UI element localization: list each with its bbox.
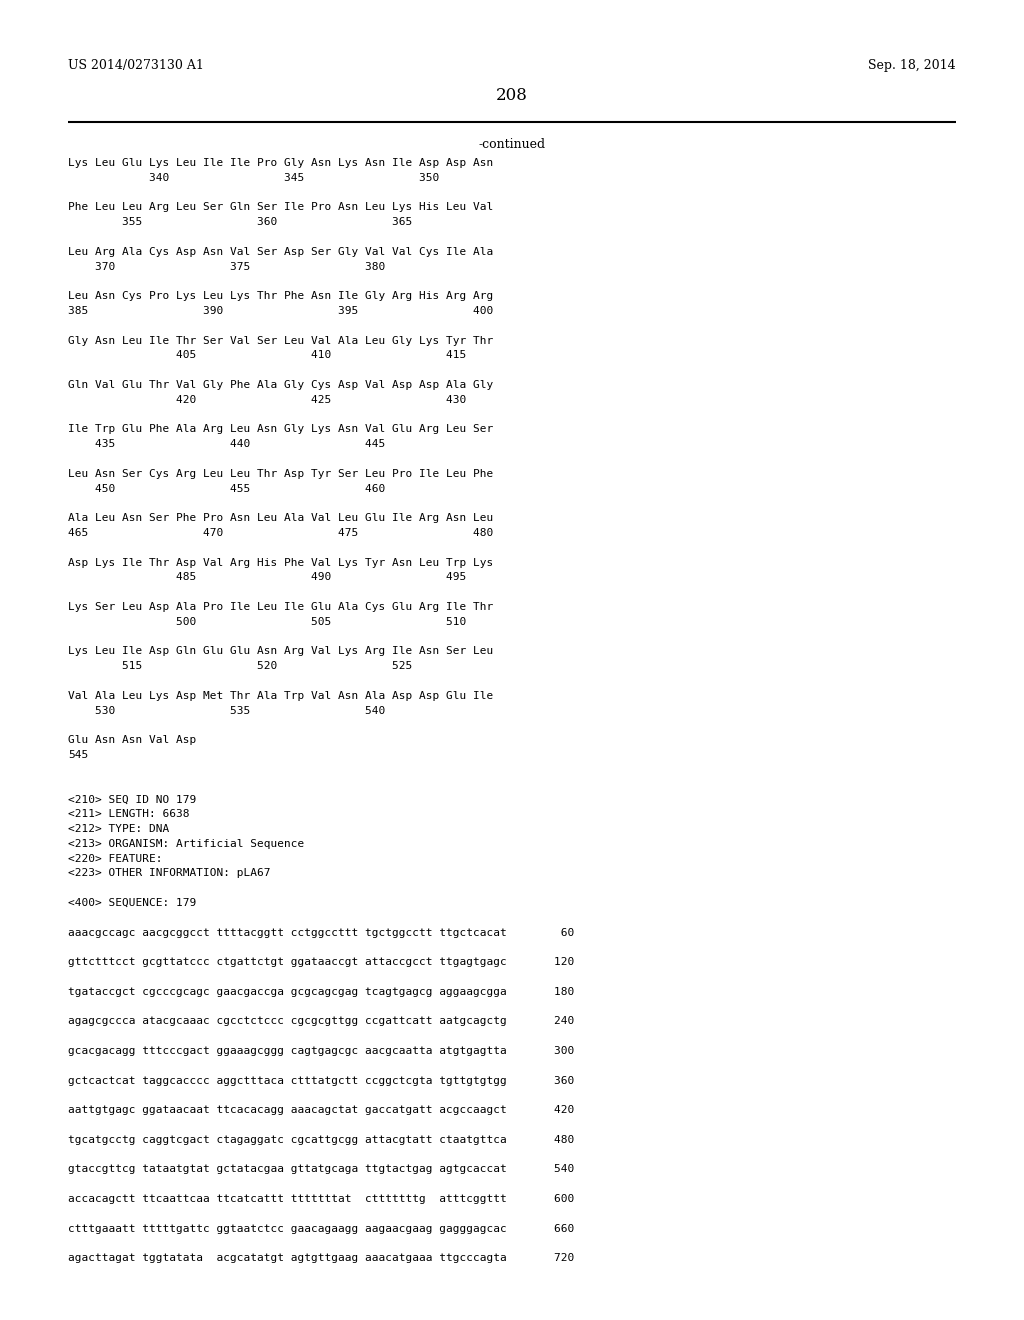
Text: Leu Arg Ala Cys Asp Asn Val Ser Asp Ser Gly Val Val Cys Ile Ala: Leu Arg Ala Cys Asp Asn Val Ser Asp Ser … <box>68 247 494 257</box>
Text: 515                 520                 525: 515 520 525 <box>68 661 413 671</box>
Text: 340                 345                 350: 340 345 350 <box>68 173 439 182</box>
Text: Asp Lys Ile Thr Asp Val Arg His Phe Val Lys Tyr Asn Leu Trp Lys: Asp Lys Ile Thr Asp Val Arg His Phe Val … <box>68 557 494 568</box>
Text: 500                 505                 510: 500 505 510 <box>68 616 466 627</box>
Text: Leu Asn Ser Cys Arg Leu Leu Thr Asp Tyr Ser Leu Pro Ile Leu Phe: Leu Asn Ser Cys Arg Leu Leu Thr Asp Tyr … <box>68 469 494 479</box>
Text: 355                 360                 365: 355 360 365 <box>68 218 413 227</box>
Text: 420                 425                 430: 420 425 430 <box>68 395 466 405</box>
Text: Lys Leu Ile Asp Gln Glu Glu Asn Arg Val Lys Arg Ile Asn Ser Leu: Lys Leu Ile Asp Gln Glu Glu Asn Arg Val … <box>68 647 494 656</box>
Text: aattgtgagc ggataacaat ttcacacagg aaacagctat gaccatgatt acgccaagct       420: aattgtgagc ggataacaat ttcacacagg aaacagc… <box>68 1105 574 1115</box>
Text: Sep. 18, 2014: Sep. 18, 2014 <box>868 58 956 71</box>
Text: -continued: -continued <box>478 139 546 150</box>
Text: Lys Leu Glu Lys Leu Ile Ile Pro Gly Asn Lys Asn Ile Asp Asp Asn: Lys Leu Glu Lys Leu Ile Ile Pro Gly Asn … <box>68 158 494 168</box>
Text: Ala Leu Asn Ser Phe Pro Asn Leu Ala Val Leu Glu Ile Arg Asn Leu: Ala Leu Asn Ser Phe Pro Asn Leu Ala Val … <box>68 513 494 523</box>
Text: gtaccgttcg tataatgtat gctatacgaa gttatgcaga ttgtactgag agtgcaccat       540: gtaccgttcg tataatgtat gctatacgaa gttatgc… <box>68 1164 574 1175</box>
Text: tgcatgcctg caggtcgact ctagaggatc cgcattgcgg attacgtatt ctaatgttca       480: tgcatgcctg caggtcgact ctagaggatc cgcattg… <box>68 1135 574 1144</box>
Text: 208: 208 <box>496 87 528 103</box>
Text: US 2014/0273130 A1: US 2014/0273130 A1 <box>68 58 204 71</box>
Text: agacttagat tggtatata  acgcatatgt agtgttgaag aaacatgaaa ttgcccagta       720: agacttagat tggtatata acgcatatgt agtgttga… <box>68 1253 574 1263</box>
Text: 465                 470                 475                 480: 465 470 475 480 <box>68 528 494 539</box>
Text: Ile Trp Glu Phe Ala Arg Leu Asn Gly Lys Asn Val Glu Arg Leu Ser: Ile Trp Glu Phe Ala Arg Leu Asn Gly Lys … <box>68 425 494 434</box>
Text: <210> SEQ ID NO 179: <210> SEQ ID NO 179 <box>68 795 197 804</box>
Text: 485                 490                 495: 485 490 495 <box>68 573 466 582</box>
Text: Phe Leu Leu Arg Leu Ser Gln Ser Ile Pro Asn Leu Lys His Leu Val: Phe Leu Leu Arg Leu Ser Gln Ser Ile Pro … <box>68 202 494 213</box>
Text: <223> OTHER INFORMATION: pLA67: <223> OTHER INFORMATION: pLA67 <box>68 869 270 878</box>
Text: <213> ORGANISM: Artificial Sequence: <213> ORGANISM: Artificial Sequence <box>68 838 304 849</box>
Text: 405                 410                 415: 405 410 415 <box>68 350 466 360</box>
Text: aaacgccagc aacgcggcct ttttacggtt cctggccttt tgctggcctt ttgctcacat        60: aaacgccagc aacgcggcct ttttacggtt cctggcc… <box>68 928 574 937</box>
Text: gctcactcat taggcacccc aggctttaca ctttatgctt ccggctcgta tgttgtgtgg       360: gctcactcat taggcacccc aggctttaca ctttatg… <box>68 1076 574 1085</box>
Text: <211> LENGTH: 6638: <211> LENGTH: 6638 <box>68 809 189 820</box>
Text: 435                 440                 445: 435 440 445 <box>68 440 385 449</box>
Text: gttctttcct gcgttatccc ctgattctgt ggataaccgt attaccgcct ttgagtgagc       120: gttctttcct gcgttatccc ctgattctgt ggataac… <box>68 957 574 968</box>
Text: accacagctt ttcaattcaa ttcatcattt tttttttat  ctttttttg  atttcggttt       600: accacagctt ttcaattcaa ttcatcattt ttttttt… <box>68 1195 574 1204</box>
Text: gcacgacagg tttcccgact ggaaagcggg cagtgagcgc aacgcaatta atgtgagtta       300: gcacgacagg tttcccgact ggaaagcggg cagtgag… <box>68 1045 574 1056</box>
Text: tgataccgct cgcccgcagc gaacgaccga gcgcagcgag tcagtgagcg aggaagcgga       180: tgataccgct cgcccgcagc gaacgaccga gcgcagc… <box>68 987 574 997</box>
Text: 545: 545 <box>68 750 88 760</box>
Text: agagcgccca atacgcaaac cgcctctccc cgcgcgttgg ccgattcatt aatgcagctg       240: agagcgccca atacgcaaac cgcctctccc cgcgcgt… <box>68 1016 574 1027</box>
Text: Gly Asn Leu Ile Thr Ser Val Ser Leu Val Ala Leu Gly Lys Tyr Thr: Gly Asn Leu Ile Thr Ser Val Ser Leu Val … <box>68 335 494 346</box>
Text: 385                 390                 395                 400: 385 390 395 400 <box>68 306 494 315</box>
Text: Lys Ser Leu Asp Ala Pro Ile Leu Ile Glu Ala Cys Glu Arg Ile Thr: Lys Ser Leu Asp Ala Pro Ile Leu Ile Glu … <box>68 602 494 612</box>
Text: <400> SEQUENCE: 179: <400> SEQUENCE: 179 <box>68 898 197 908</box>
Text: Leu Asn Cys Pro Lys Leu Lys Thr Phe Asn Ile Gly Arg His Arg Arg: Leu Asn Cys Pro Lys Leu Lys Thr Phe Asn … <box>68 292 494 301</box>
Text: ctttgaaatt tttttgattc ggtaatctcc gaacagaagg aagaacgaag gagggagcac       660: ctttgaaatt tttttgattc ggtaatctcc gaacaga… <box>68 1224 574 1234</box>
Text: Glu Asn Asn Val Asp: Glu Asn Asn Val Asp <box>68 735 197 746</box>
Text: <220> FEATURE:: <220> FEATURE: <box>68 854 163 863</box>
Text: Gln Val Glu Thr Val Gly Phe Ala Gly Cys Asp Val Asp Asp Ala Gly: Gln Val Glu Thr Val Gly Phe Ala Gly Cys … <box>68 380 494 389</box>
Text: Val Ala Leu Lys Asp Met Thr Ala Trp Val Asn Ala Asp Asp Glu Ile: Val Ala Leu Lys Asp Met Thr Ala Trp Val … <box>68 690 494 701</box>
Text: 450                 455                 460: 450 455 460 <box>68 483 385 494</box>
Text: 530                 535                 540: 530 535 540 <box>68 706 385 715</box>
Text: 370                 375                 380: 370 375 380 <box>68 261 385 272</box>
Text: <212> TYPE: DNA: <212> TYPE: DNA <box>68 824 169 834</box>
